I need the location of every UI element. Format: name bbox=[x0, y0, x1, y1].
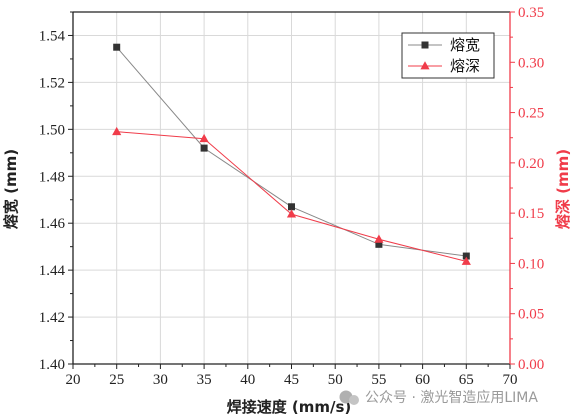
data-point-depth bbox=[112, 126, 122, 136]
axis-ticks: 20 25 30 35 40 45 50 55 60 65 70 1.40 1.42 1.44 1.46 1.… bbox=[39, 5, 545, 388]
y-axis-title-right: 熔深 (mm) bbox=[554, 149, 572, 229]
series bbox=[112, 43, 471, 265]
data-point-width bbox=[200, 144, 208, 152]
y-tick-label-right: 0.05 bbox=[518, 307, 544, 323]
x-tick-label: 30 bbox=[153, 372, 168, 388]
data-point-width bbox=[375, 240, 383, 248]
y-tick-label-right: 0.00 bbox=[518, 357, 544, 373]
data-point-width bbox=[462, 252, 470, 260]
data-point-width bbox=[288, 203, 295, 211]
x-axis-title: 焊接速度 (mm/s) bbox=[227, 398, 352, 416]
y-tick-label-left: 1.54 bbox=[39, 28, 66, 44]
x-tick-label: 60 bbox=[415, 372, 430, 388]
y-tick-label-right: 0.15 bbox=[518, 206, 544, 222]
y-tick-label-right: 0.20 bbox=[518, 156, 544, 172]
x-tick-label: 55 bbox=[371, 372, 386, 388]
x-tick-label: 20 bbox=[66, 372, 81, 388]
y-tick-label-right: 0.30 bbox=[518, 55, 544, 71]
x-tick-label: 35 bbox=[197, 372, 212, 388]
y-axis-title-left: 熔宽 (mm) bbox=[2, 149, 20, 229]
axis-labels: 焊接速度 (mm/s) 熔宽 (mm) 熔深 (mm) bbox=[2, 149, 572, 416]
y-tick-label-left: 1.44 bbox=[39, 263, 66, 279]
legend-box bbox=[401, 32, 495, 79]
y-tick-label-left: 1.46 bbox=[39, 216, 66, 232]
legend-label: 熔宽 bbox=[450, 36, 480, 54]
legend-label: 熔深 bbox=[450, 57, 480, 75]
x-tick-label: 70 bbox=[503, 372, 518, 388]
data-point-depth bbox=[199, 133, 209, 143]
x-tick-label: 50 bbox=[328, 372, 343, 388]
x-tick-label: 40 bbox=[240, 372, 255, 388]
legend-marker bbox=[420, 61, 430, 70]
y-tick-label-right: 0.25 bbox=[518, 106, 544, 122]
y-tick-label-left: 1.42 bbox=[39, 310, 65, 326]
y-tick-label-right: 0.35 bbox=[518, 5, 544, 21]
wechat-icon bbox=[339, 390, 359, 405]
y-tick-label-left: 1.48 bbox=[39, 169, 65, 185]
y-tick-label-left: 1.50 bbox=[39, 122, 65, 138]
legend-marker bbox=[421, 41, 429, 49]
y-tick-label-left: 1.52 bbox=[39, 75, 65, 91]
y-tick-label-left: 1.40 bbox=[39, 357, 65, 373]
data-point-width bbox=[113, 43, 121, 51]
y-tick-label-right: 0.10 bbox=[518, 256, 544, 272]
x-tick-label: 25 bbox=[109, 372, 124, 388]
watermark-text: 公众号 · 激光智造应用LIMA bbox=[365, 389, 538, 406]
watermark: 公众号 · 激光智造应用LIMA bbox=[339, 389, 538, 406]
data-point-depth bbox=[286, 209, 297, 218]
data-point-depth bbox=[374, 234, 384, 243]
grid bbox=[73, 12, 510, 364]
data-point-depth bbox=[461, 256, 471, 265]
x-tick-label: 45 bbox=[284, 372, 299, 388]
x-tick-label: 65 bbox=[459, 372, 474, 388]
